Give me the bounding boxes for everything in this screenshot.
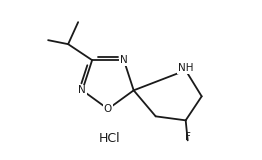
- Text: O: O: [104, 104, 112, 114]
- Text: NH: NH: [178, 63, 193, 73]
- Text: F: F: [185, 132, 191, 142]
- Text: N: N: [78, 85, 86, 95]
- Text: HCl: HCl: [99, 132, 121, 144]
- Text: N: N: [120, 55, 128, 65]
